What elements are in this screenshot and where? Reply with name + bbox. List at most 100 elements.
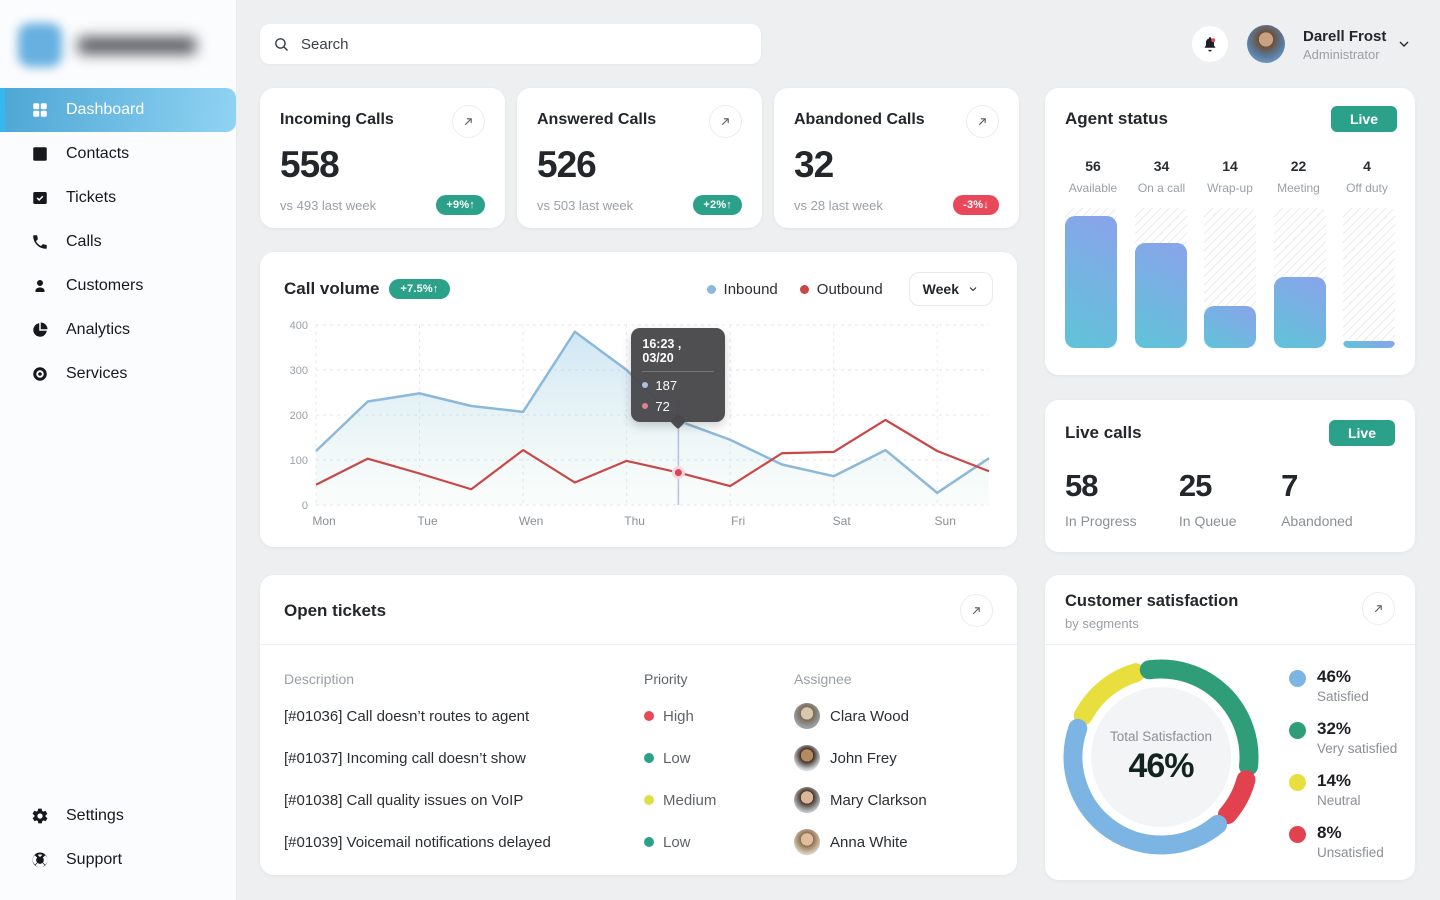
sidebar: Dashboard Contacts Tickets Calls Custome… — [0, 0, 237, 900]
customer-satisfaction-card: Customer satisfaction by segments Total … — [1045, 575, 1415, 880]
legend-label: Outbound — [816, 280, 883, 298]
stat-label: Wrap-up — [1207, 181, 1253, 195]
kpi-card-answered-calls: Answered Calls 526 vs 503 last week +2%↑ — [517, 88, 762, 228]
segment-dot-icon — [1289, 670, 1306, 687]
sidebar-item-support[interactable]: Support — [0, 838, 236, 882]
segment-label: Very satisfied — [1317, 741, 1398, 756]
range-selector-dropdown[interactable]: Week — [908, 272, 993, 306]
bar-meeting — [1273, 276, 1326, 348]
sidebar-item-label: Support — [66, 851, 123, 868]
ticket-assignee: John Frey — [830, 749, 897, 767]
ticket-priority: Medium — [663, 791, 717, 809]
live-badge: Live — [1328, 420, 1395, 446]
search-input[interactable] — [301, 35, 748, 53]
arrow-up-right-icon — [721, 118, 729, 126]
live-calls-stats: 58 In Progress 25 In Queue 7 Abandoned — [1065, 468, 1395, 529]
legend-inbound: Inbound — [706, 280, 778, 298]
inbound-dot-icon — [706, 284, 716, 294]
sidebar-item-services[interactable]: Services — [0, 352, 236, 396]
bell-icon — [1204, 37, 1216, 52]
svg-text:Sun: Sun — [935, 514, 956, 528]
stat-label: In Progress — [1065, 513, 1137, 529]
stat-label: On a call — [1137, 181, 1186, 195]
open-satisfaction-button[interactable] — [1362, 592, 1395, 625]
kpi-title: Incoming Calls — [280, 111, 394, 128]
stat-value: 58 — [1065, 468, 1098, 503]
donut-canvas — [1063, 659, 1259, 855]
bar-off-duty — [1343, 341, 1395, 348]
stat-value: 4 — [1363, 158, 1371, 174]
sidebar-item-analytics[interactable]: Analytics — [0, 308, 236, 352]
notifications-button[interactable] — [1192, 26, 1228, 62]
live-calls-title: Live calls — [1065, 423, 1142, 442]
segment-pct: 32% — [1317, 719, 1352, 738]
open-answered-calls-button[interactable] — [709, 105, 742, 138]
user-avatar[interactable] — [1247, 25, 1285, 63]
tickets-column-headers: Description Priority Assignee — [260, 645, 1017, 687]
logo-text-blurred — [78, 36, 196, 54]
kpi-card-incoming-calls: Incoming Calls 558 vs 493 last week +9%↑ — [260, 88, 505, 228]
user-menu[interactable]: Darell Frost Administrator — [1303, 28, 1386, 62]
arrow-up-right-icon — [1374, 605, 1382, 613]
arrow-up-right-icon — [972, 607, 980, 615]
ticket-priority: High — [663, 707, 694, 725]
sidebar-item-label: Customers — [66, 277, 144, 294]
kpi-value: 526 — [537, 144, 597, 185]
kpi-value: 558 — [280, 144, 340, 185]
pie-chart-icon — [30, 321, 49, 340]
segment-label: Satisfied — [1317, 689, 1369, 704]
satisfaction-legend: 46% Satisfied 32% Very satisfied 14% Neutra… — [1289, 667, 1397, 875]
kpi-compare: vs 503 last week — [537, 197, 634, 213]
table-row[interactable]: [#01039] Voicemail notifications delayed… — [260, 821, 1017, 863]
sidebar-item-settings[interactable]: Settings — [0, 794, 236, 838]
stat-value: 25 — [1178, 468, 1212, 503]
stat-label: Meeting — [1277, 181, 1320, 195]
contacts-icon — [30, 145, 49, 164]
agent-status-stats: 56 Available 34 On a call 14 Wrap-up 22 Meet… — [1059, 158, 1401, 195]
bar-wrap-up — [1204, 306, 1256, 348]
segment-pct: 46% — [1317, 667, 1352, 686]
sidebar-item-dashboard[interactable]: Dashboard — [0, 88, 236, 132]
user-menu-toggle[interactable] — [1396, 36, 1412, 57]
legend-label: Inbound — [723, 280, 778, 298]
tooltip-outbound-value: 72 — [655, 398, 670, 414]
sidebar-item-tickets[interactable]: Tickets — [0, 176, 236, 220]
sidebar-item-customers[interactable]: Customers — [0, 264, 236, 308]
open-tickets-button[interactable] — [960, 594, 993, 627]
kpi-compare: vs 493 last week — [280, 197, 377, 213]
open-abandoned-calls-button[interactable] — [966, 105, 999, 138]
ticket-priority: Low — [663, 833, 691, 851]
avatar — [794, 703, 820, 729]
svg-text:0: 0 — [302, 500, 308, 512]
svg-text:Wen: Wen — [519, 514, 543, 528]
table-row[interactable]: [#01037] Incoming call doesn’t show Low … — [260, 737, 1017, 779]
segment-dot-icon — [1289, 774, 1306, 791]
sidebar-item-label: Settings — [66, 807, 124, 824]
lifebuoy-icon — [30, 851, 49, 870]
table-row[interactable]: [#01038] Call quality issues on VoIP Med… — [260, 779, 1017, 821]
agent-status-title: Agent status — [1065, 109, 1168, 128]
ticket-description: [#01038] Call quality issues on VoIP — [284, 791, 524, 809]
sidebar-item-label: Services — [66, 365, 128, 382]
column-assignee: Assignee — [794, 671, 852, 687]
bar-track — [1204, 208, 1256, 348]
call-volume-chart: 0 100 200 300 400 Mon Tue Wen Thu Fri Sat Sun 16:23… — [284, 308, 993, 540]
call-volume-change-badge: +7.5%↑ — [389, 279, 450, 299]
search-icon — [275, 37, 289, 51]
outbound-dot-icon — [799, 284, 809, 294]
sidebar-item-calls[interactable]: Calls — [0, 220, 236, 264]
sidebar-item-contacts[interactable]: Contacts — [0, 132, 236, 176]
open-incoming-calls-button[interactable] — [452, 105, 485, 138]
svg-text:100: 100 — [290, 455, 308, 467]
outbound-dot-icon — [642, 403, 649, 410]
stat-value: 14 — [1222, 158, 1238, 174]
gear-icon — [30, 807, 49, 826]
bar-track — [1065, 208, 1117, 348]
ticket-assignee: Anna White — [830, 833, 908, 851]
user-role: Administrator — [1303, 47, 1380, 62]
stat-label: Off duty — [1346, 181, 1388, 195]
dashboard-grid-icon — [30, 101, 49, 120]
table-row[interactable]: [#01036] Call doesn’t routes to agent Hi… — [260, 695, 1017, 737]
svg-text:400: 400 — [290, 320, 308, 332]
